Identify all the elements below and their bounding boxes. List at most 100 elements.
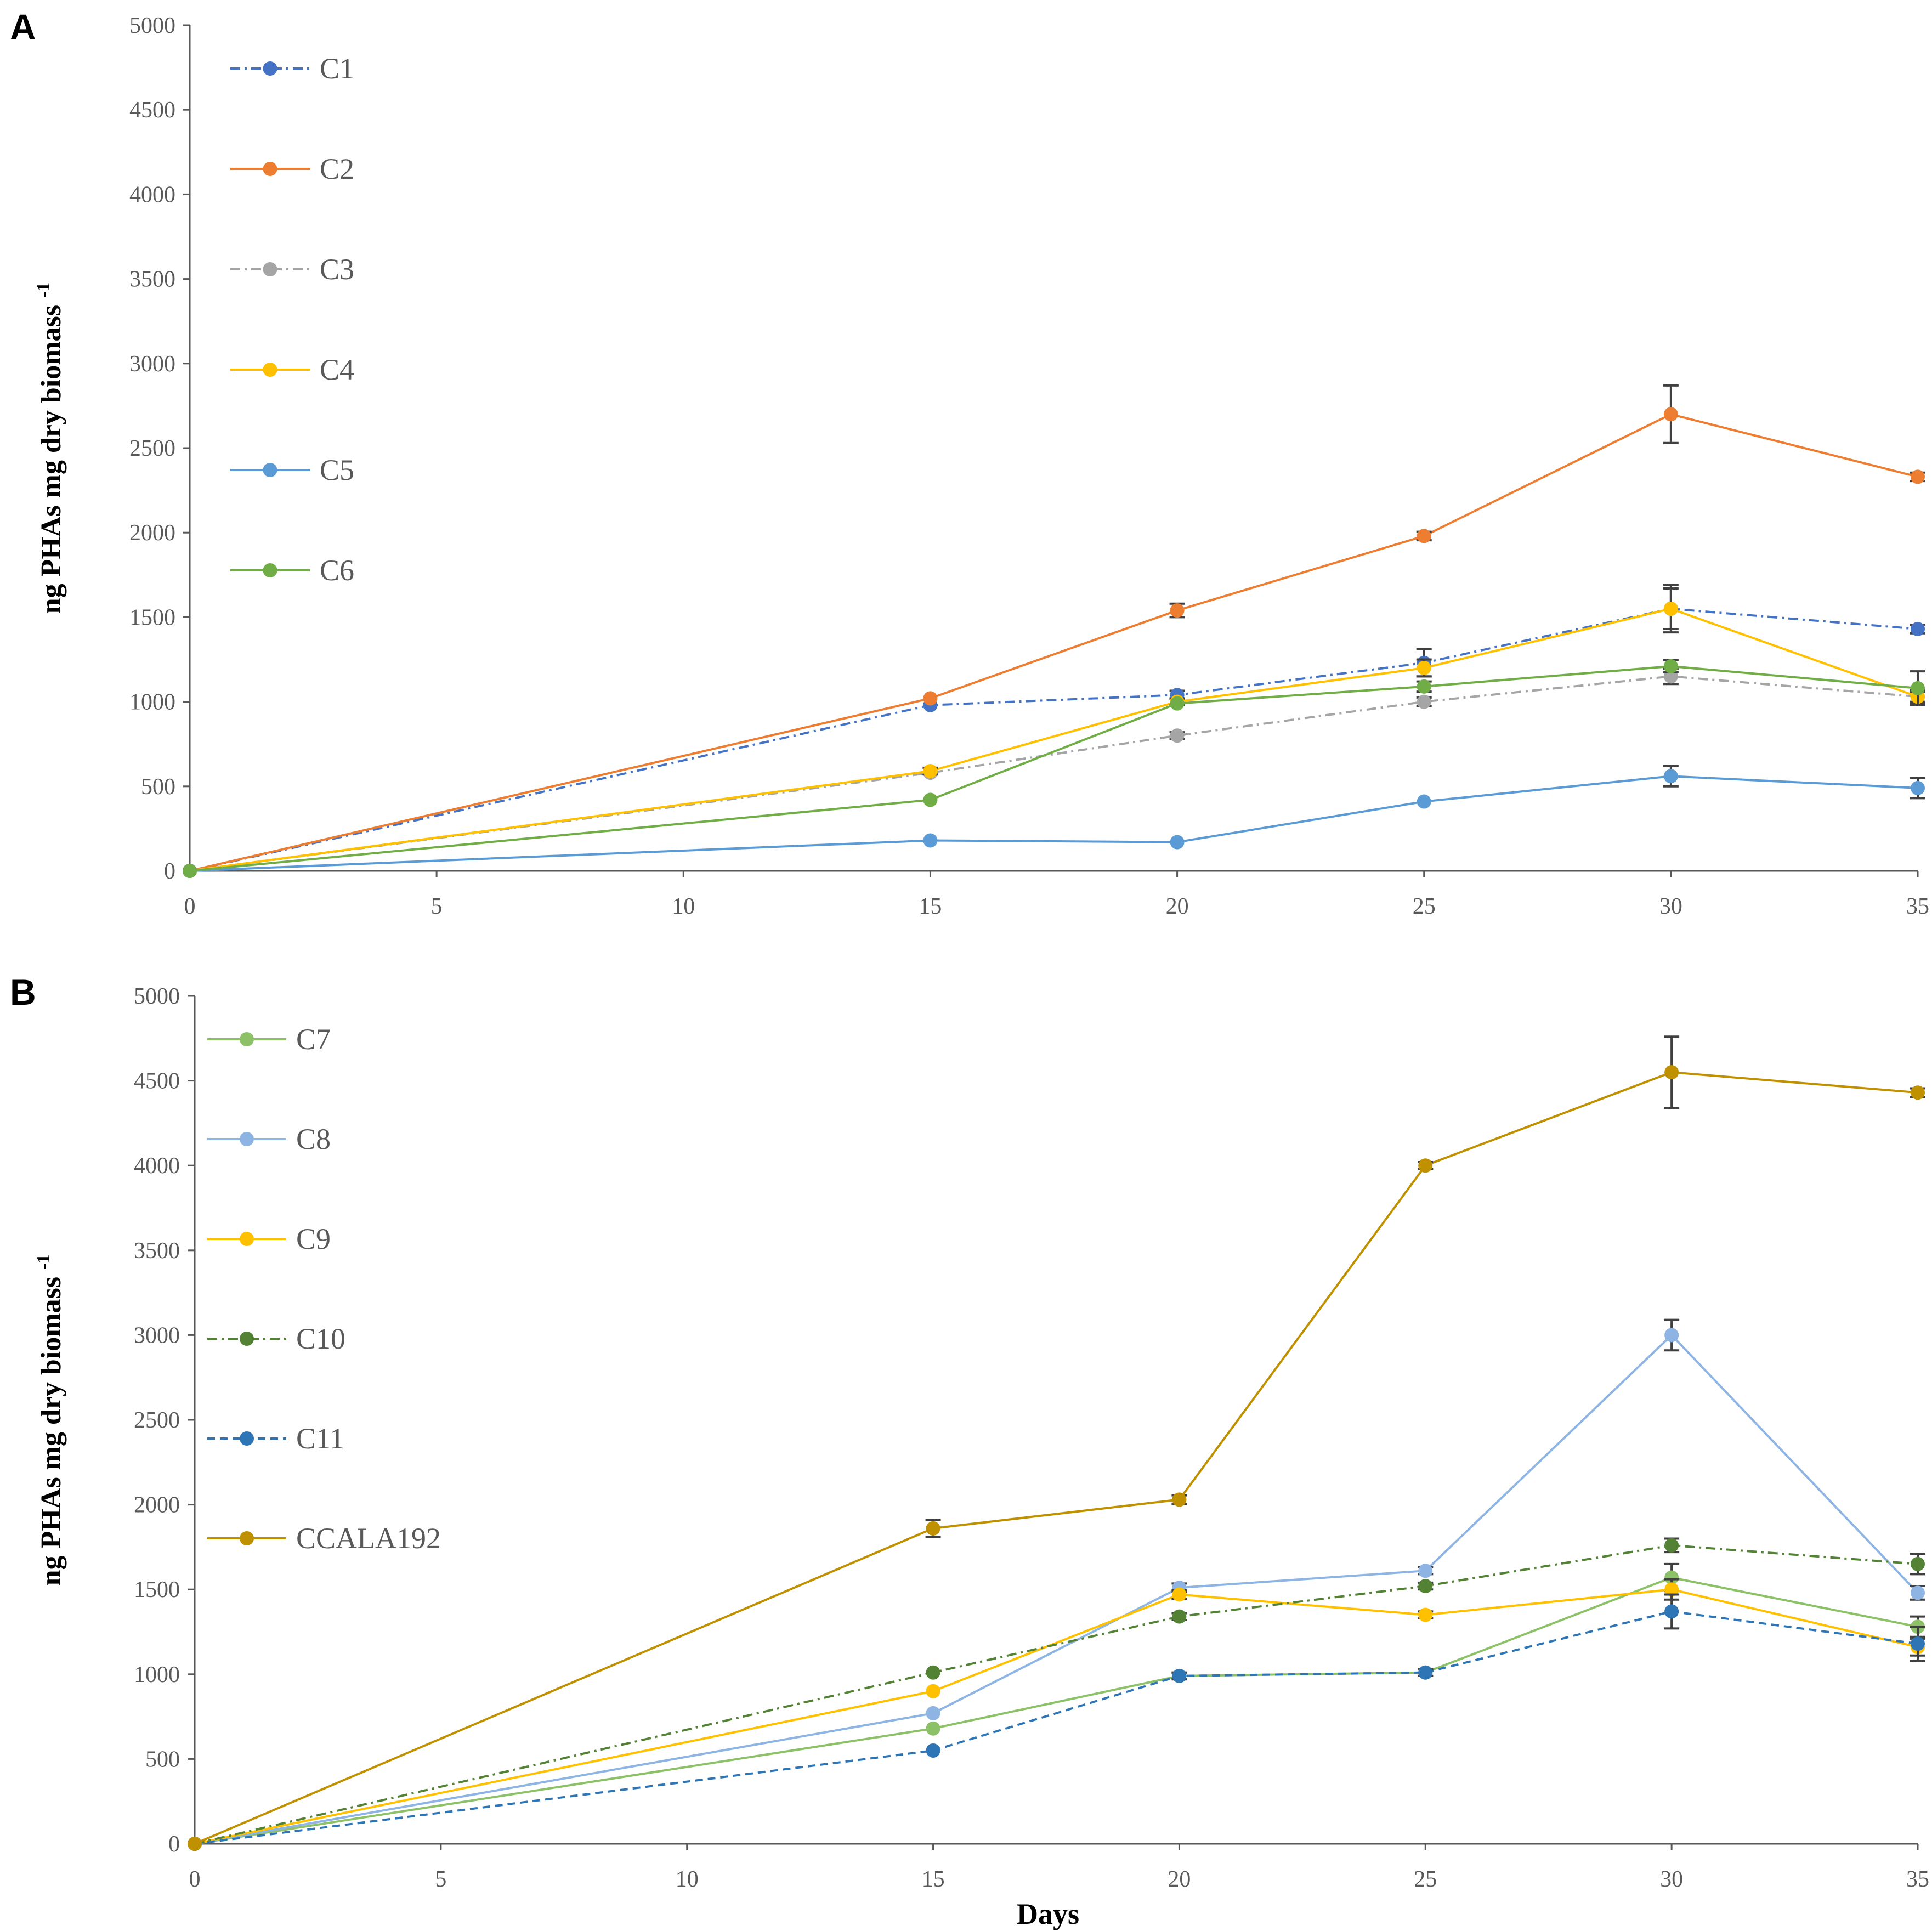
y-tick-label: 500 — [141, 774, 175, 800]
legend-marker — [263, 363, 277, 377]
x-tick-label: 30 — [1660, 1867, 1683, 1892]
data-point — [1911, 780, 1925, 795]
legend-marker — [263, 61, 277, 76]
x-tick-label: 5 — [435, 1867, 446, 1892]
data-point — [1172, 1492, 1187, 1507]
series-c11 — [188, 1593, 1925, 1851]
data-point — [1911, 621, 1925, 636]
data-point — [926, 1665, 940, 1680]
data-point — [1417, 529, 1431, 543]
y-tick-label: 1500 — [134, 1577, 180, 1602]
data-point — [1663, 659, 1678, 673]
series-line — [194, 1333, 1919, 1845]
x-tick-label: 30 — [1659, 894, 1682, 919]
data-point — [926, 1706, 940, 1720]
y-axis-label-exponent: -1 — [33, 1254, 54, 1270]
data-point — [1417, 660, 1431, 675]
x-tick-label: 10 — [672, 894, 695, 919]
x-tick-label: 15 — [919, 894, 942, 919]
series-c5 — [183, 765, 1925, 878]
data-point — [1172, 1609, 1187, 1624]
panel-label: B — [10, 972, 36, 1012]
data-point — [1664, 1604, 1679, 1619]
series-line — [189, 665, 1918, 872]
data-point — [1911, 1585, 1925, 1600]
x-tick-label: 10 — [676, 1867, 699, 1892]
data-point — [1663, 769, 1678, 784]
series-c2 — [183, 384, 1925, 878]
data-point — [1911, 1556, 1925, 1571]
data-point — [1170, 603, 1185, 618]
series-line — [189, 413, 1918, 872]
data-point — [1418, 1665, 1433, 1680]
y-tick-label: 3000 — [134, 1323, 180, 1348]
series-line — [194, 1588, 1918, 1845]
x-axis-label: Days — [1017, 1898, 1079, 1930]
data-point — [1663, 407, 1678, 422]
data-point — [926, 1684, 940, 1698]
data-point — [1417, 794, 1431, 809]
data-point — [1418, 1564, 1433, 1578]
y-tick-label: 3500 — [129, 267, 175, 292]
legend-marker — [240, 1132, 254, 1146]
panel-label: A — [10, 7, 36, 47]
data-point — [1664, 1570, 1679, 1585]
legend-label: C10 — [296, 1322, 345, 1355]
legend-label: C1 — [320, 52, 354, 85]
x-tick-label: 25 — [1413, 894, 1436, 919]
series-c9 — [188, 1578, 1925, 1851]
series-line — [189, 607, 1918, 872]
panel-a: A 0 500 1000 1500 2000 2500 3000 3500 4000 4500 500… — [10, 7, 1929, 919]
legend-label: C9 — [296, 1222, 331, 1255]
y-tick-label: 0 — [168, 1832, 180, 1857]
y-tick-label: 1500 — [129, 605, 175, 630]
legend-label: C6 — [320, 554, 354, 587]
x-tick-label: 20 — [1166, 894, 1189, 919]
y-tick-label: 500 — [145, 1747, 180, 1772]
legend-label: C2 — [320, 152, 354, 185]
y-tick-label: 1000 — [134, 1662, 180, 1687]
legend-label: C8 — [296, 1123, 331, 1156]
y-tick-label: 0 — [164, 859, 175, 884]
data-point — [1664, 1328, 1679, 1343]
legend-label: C7 — [296, 1023, 331, 1056]
series-line — [189, 775, 1918, 872]
legend-item-c6: C6 — [230, 554, 354, 587]
legend-item-ccala192: CCALA192 — [207, 1522, 441, 1555]
y-tick-label: 2000 — [134, 1493, 180, 1518]
data-point — [923, 691, 938, 706]
data-point — [1418, 1158, 1433, 1173]
y-axis-label: ng PHAs mg dry biomass -1 — [33, 282, 67, 614]
x-tick-label: 20 — [1168, 1867, 1191, 1892]
legend-marker — [263, 463, 277, 477]
data-point — [1911, 1636, 1925, 1651]
y-tick-label: 3500 — [134, 1238, 180, 1264]
legend-marker — [263, 262, 277, 276]
legend-item-c10: C10 — [207, 1322, 345, 1355]
legend-marker — [263, 563, 277, 577]
legend-label: C11 — [296, 1422, 344, 1455]
y-tick-label: 2500 — [129, 436, 175, 461]
data-point — [1664, 1582, 1679, 1597]
y-tick-label: 5000 — [134, 984, 180, 1009]
x-tick-label: 15 — [922, 1867, 945, 1892]
y-tick-label: 1000 — [129, 690, 175, 715]
data-point — [926, 1521, 940, 1536]
y-axis-label-exponent: -1 — [33, 282, 54, 298]
y-axis-label: ng PHAs mg dry biomass -1 — [33, 1254, 67, 1586]
data-point — [1170, 696, 1185, 711]
legend-marker — [240, 1431, 254, 1446]
legend-label: C3 — [320, 253, 354, 286]
series-line — [194, 1544, 1918, 1845]
data-point — [923, 833, 938, 848]
legend-marker — [240, 1531, 254, 1545]
y-tick-label: 2500 — [134, 1408, 180, 1433]
legend-item-c11: C11 — [207, 1422, 344, 1455]
data-point — [1663, 601, 1678, 616]
legend-label: C5 — [320, 454, 354, 486]
data-point — [1417, 679, 1431, 694]
data-point — [1418, 1607, 1433, 1622]
series-ccala192 — [188, 1035, 1925, 1851]
y-tick-label: 2000 — [129, 520, 175, 546]
